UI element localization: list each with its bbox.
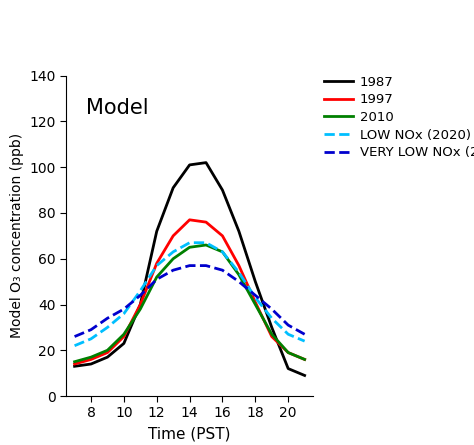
1997 bbox=[253, 299, 258, 305]
1997 bbox=[269, 334, 274, 339]
2010 bbox=[88, 355, 94, 360]
X-axis label: Time (PST): Time (PST) bbox=[148, 426, 231, 441]
2010 bbox=[236, 272, 242, 277]
2010 bbox=[170, 256, 176, 261]
LOW NOx (2020) bbox=[219, 249, 225, 255]
LOW NOx (2020) bbox=[253, 295, 258, 300]
1997 bbox=[154, 261, 160, 266]
VERY LOW NOx (2030) bbox=[72, 334, 77, 339]
1997 bbox=[219, 233, 225, 239]
LOW NOx (2020) bbox=[170, 249, 176, 255]
2010 bbox=[137, 307, 143, 312]
Line: 1987: 1987 bbox=[74, 162, 305, 376]
2010 bbox=[219, 249, 225, 255]
LOW NOx (2020) bbox=[88, 336, 94, 341]
1987 bbox=[203, 160, 209, 165]
VERY LOW NOx (2030) bbox=[137, 293, 143, 298]
LOW NOx (2020) bbox=[285, 332, 291, 337]
LOW NOx (2020) bbox=[121, 311, 127, 316]
2010 bbox=[285, 350, 291, 355]
Line: LOW NOx (2020): LOW NOx (2020) bbox=[74, 243, 305, 346]
1987 bbox=[285, 366, 291, 371]
1997 bbox=[121, 334, 127, 339]
VERY LOW NOx (2030) bbox=[203, 263, 209, 268]
1987 bbox=[253, 279, 258, 284]
1987 bbox=[105, 355, 110, 360]
1987 bbox=[269, 325, 274, 330]
VERY LOW NOx (2030) bbox=[170, 267, 176, 273]
1997 bbox=[170, 233, 176, 239]
2010 bbox=[269, 332, 274, 337]
VERY LOW NOx (2030) bbox=[88, 327, 94, 332]
LOW NOx (2020) bbox=[105, 325, 110, 330]
VERY LOW NOx (2030) bbox=[285, 323, 291, 328]
1987 bbox=[72, 364, 77, 369]
1987 bbox=[170, 185, 176, 190]
VERY LOW NOx (2030) bbox=[187, 263, 192, 268]
LOW NOx (2020) bbox=[302, 339, 308, 344]
1987 bbox=[88, 361, 94, 367]
2010 bbox=[154, 275, 160, 280]
Y-axis label: Model O₃ concentration (ppb): Model O₃ concentration (ppb) bbox=[10, 134, 24, 338]
Text: Model: Model bbox=[86, 98, 149, 118]
VERY LOW NOx (2030) bbox=[253, 293, 258, 298]
LOW NOx (2020) bbox=[187, 240, 192, 245]
VERY LOW NOx (2030) bbox=[302, 332, 308, 337]
1987 bbox=[219, 187, 225, 193]
VERY LOW NOx (2030) bbox=[121, 307, 127, 312]
1997 bbox=[236, 263, 242, 268]
2010 bbox=[253, 302, 258, 307]
1997 bbox=[137, 302, 143, 307]
1997 bbox=[72, 361, 77, 367]
2010 bbox=[187, 245, 192, 250]
2010 bbox=[121, 332, 127, 337]
1997 bbox=[285, 350, 291, 355]
VERY LOW NOx (2030) bbox=[269, 307, 274, 312]
Line: 1997: 1997 bbox=[74, 220, 305, 364]
2010 bbox=[203, 243, 209, 248]
VERY LOW NOx (2030) bbox=[154, 277, 160, 282]
1987 bbox=[187, 162, 192, 168]
LOW NOx (2020) bbox=[72, 343, 77, 348]
1987 bbox=[154, 229, 160, 234]
LOW NOx (2020) bbox=[269, 316, 274, 321]
Legend: 1987, 1997, 2010, LOW NOx (2020), VERY LOW NOx (2030): 1987, 1997, 2010, LOW NOx (2020), VERY L… bbox=[324, 76, 474, 159]
1987 bbox=[302, 373, 308, 378]
1987 bbox=[121, 341, 127, 346]
LOW NOx (2020) bbox=[236, 270, 242, 275]
LOW NOx (2020) bbox=[137, 288, 143, 293]
1997 bbox=[203, 219, 209, 225]
1997 bbox=[302, 357, 308, 362]
VERY LOW NOx (2030) bbox=[219, 267, 225, 273]
VERY LOW NOx (2030) bbox=[105, 316, 110, 321]
2010 bbox=[72, 359, 77, 364]
1997 bbox=[88, 357, 94, 362]
1997 bbox=[187, 217, 192, 222]
2010 bbox=[105, 348, 110, 353]
LOW NOx (2020) bbox=[154, 263, 160, 268]
LOW NOx (2020) bbox=[203, 240, 209, 245]
Line: VERY LOW NOx (2030): VERY LOW NOx (2030) bbox=[74, 266, 305, 336]
1987 bbox=[236, 229, 242, 234]
Line: 2010: 2010 bbox=[74, 245, 305, 362]
VERY LOW NOx (2030) bbox=[236, 279, 242, 284]
1987 bbox=[137, 302, 143, 307]
1997 bbox=[105, 350, 110, 355]
2010 bbox=[302, 357, 308, 362]
